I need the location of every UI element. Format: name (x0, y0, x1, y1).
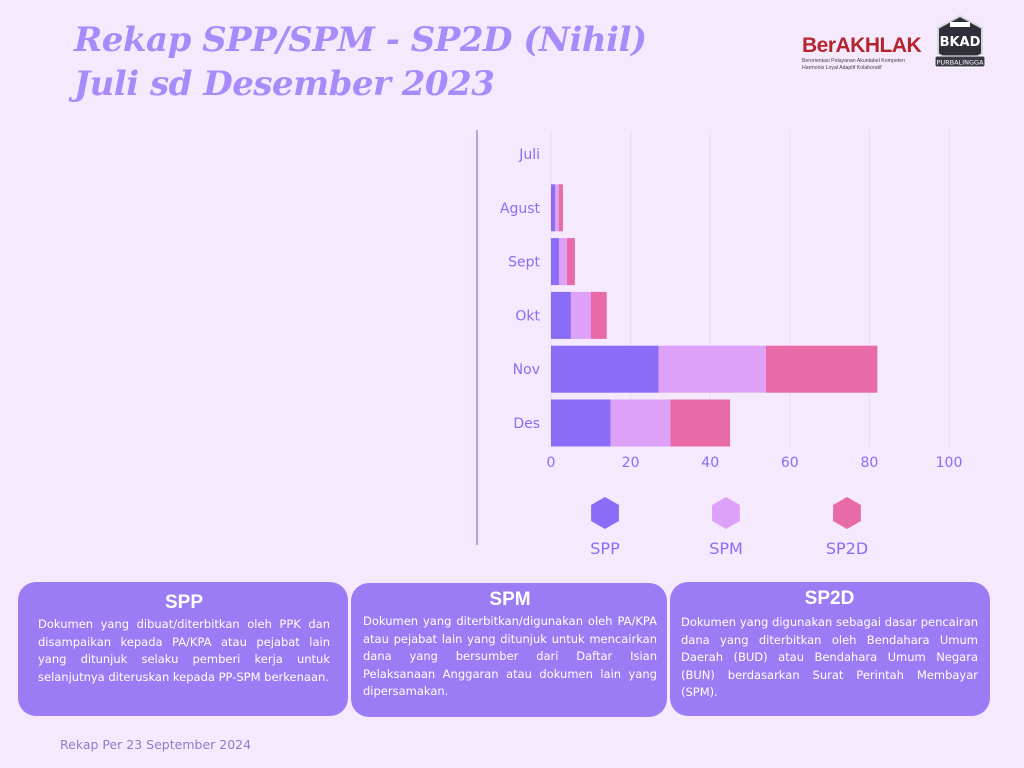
category-label: Nov (513, 362, 540, 378)
x-tick-label: 60 (781, 455, 799, 471)
berakhlak-tagline-2: Harmonis Loyal Adaptif Kolaboratif (802, 64, 882, 71)
x-tick-label: 80 (860, 455, 878, 471)
bar-spm-okt (570, 291, 591, 339)
legend-swatch-spm (712, 497, 740, 529)
bar-spp-okt (551, 291, 571, 339)
legend-swatch-sp2d (833, 497, 861, 529)
bkad-label: BKAD (940, 35, 981, 50)
legend-label-sp2d: SP2D (826, 539, 868, 558)
spp-card-text: Dokumen yang dibuat/diterbitkan oleh PPK… (38, 617, 330, 684)
page-title: Rekap SPP/SPM - SP2D (Nihil) Juli sd Des… (74, 18, 647, 106)
berakhlak-wordmark: BerAKHLAK (802, 34, 922, 57)
spm-card-text: Dokumen yang diterbitkan/digunakan oleh … (363, 614, 657, 698)
title-line-2: Juli sd Desember 2023 (74, 64, 495, 104)
x-tick-label: 0 (547, 455, 556, 471)
bar-spm-nov (658, 345, 766, 393)
category-label: Des (513, 416, 540, 432)
spm-info-card: SPM Dokumen yang diterbitkan/digunakan o… (351, 583, 667, 717)
sp2d-card-text: Dokumen yang digunakan sebagai dasar pen… (681, 615, 978, 699)
bkad-logo: BKAD PURBALINGGA (934, 14, 986, 78)
category-labels: Juli Agust Sept Okt Nov Des (500, 147, 541, 432)
legend: SPP SPM SP2D (590, 497, 868, 558)
sp2d-info-card: SP2D Dokumen yang digunakan sebagai dasa… (670, 582, 990, 716)
category-label: Okt (515, 308, 540, 324)
bar-spm-agust (554, 184, 559, 232)
spp-info-card: SPP Dokumen yang dibuat/diterbitkan oleh… (18, 582, 348, 716)
spm-card-title: SPM (489, 589, 531, 610)
grid-layer (550, 130, 950, 447)
bkad-ribbon (934, 55, 986, 68)
legend-label-spm: SPM (709, 539, 743, 558)
category-label: Agust (500, 201, 541, 217)
bar-spp-nov (551, 345, 659, 393)
sp2d-card-title: SP2D (804, 588, 855, 609)
bar-sp2d-okt (590, 291, 607, 339)
bar-sp2d-nov (765, 345, 878, 393)
category-label: Juli (518, 147, 540, 163)
category-label: Sept (508, 255, 540, 271)
berakhlak-tagline-1: Berorientasi Pelayanan Akuntabel Kompete… (802, 58, 905, 64)
x-tick-labels: 0 20 40 60 80 100 (547, 455, 963, 471)
bar-sp2d-sept (566, 238, 575, 286)
bar-spm-sept (558, 238, 567, 286)
spp-card-title: SPP (164, 592, 204, 613)
bkad-ribbon-text: PURBALINGGA (936, 59, 984, 67)
footer-note: Rekap Per 23 September 2024 (60, 737, 252, 752)
x-tick-label: 20 (622, 455, 640, 471)
title-line-1: Rekap SPP/SPM - SP2D (Nihil) (74, 20, 647, 60)
bar-sp2d-agust (558, 184, 563, 232)
x-tick-label: 40 (701, 455, 719, 471)
bar-spp-agust (551, 184, 555, 232)
x-tick-label: 100 (936, 455, 963, 471)
legend-swatch-spp (591, 497, 619, 529)
bar-sp2d-des (670, 399, 731, 447)
bar-spp-sept (551, 238, 559, 286)
bars-layer (551, 184, 878, 447)
berakhlak-logo: BerAKHLAK Berorientasi Pelayanan Akuntab… (802, 34, 924, 74)
bar-spp-des (551, 399, 611, 447)
bkad-top-mark (950, 22, 970, 27)
legend-label-spp: SPP (590, 539, 620, 558)
bar-spm-des (610, 399, 671, 447)
